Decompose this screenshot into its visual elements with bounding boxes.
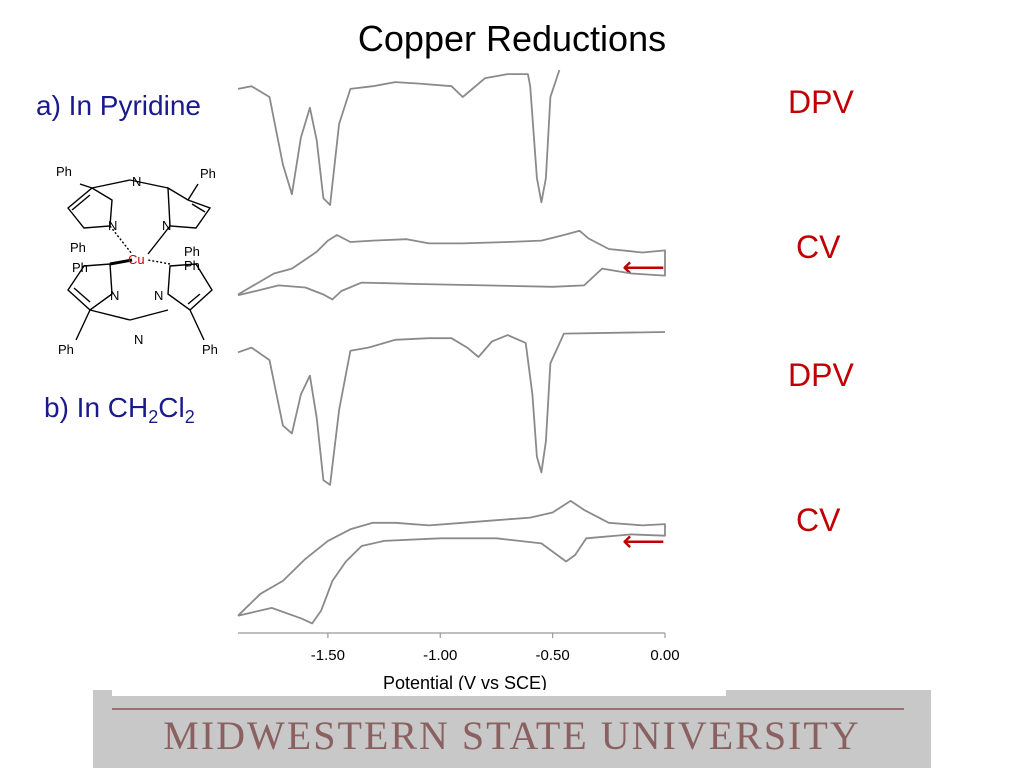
nitrogen-label: N [132, 174, 141, 189]
phenyl-label: Ph [70, 240, 86, 255]
phenyl-label: Ph [202, 342, 218, 357]
nitrogen-label: N [110, 288, 119, 303]
condition-label-pyridine: a) In Pyridine [36, 90, 201, 121]
cv-label-1: CV [796, 229, 841, 265]
nitrogen-label: N [134, 332, 143, 347]
x-tick-label: -1.50 [311, 647, 345, 664]
scan-direction-arrow-1: ⟵ [622, 251, 666, 284]
cond-b-mid: Cl [158, 392, 185, 423]
condition-label-dichloromethane: b) In CH2Cl2 [44, 392, 195, 428]
scan-direction-arrow-2: ⟵ [622, 525, 666, 558]
x-axis-title: Potential (V vs SCE) [382, 673, 548, 693]
phenyl-label: Ph [184, 258, 200, 273]
university-name: MIDWESTERN STATE UNIVERSITY [163, 713, 861, 758]
copper-label: Cu [128, 252, 145, 267]
x-tick-label: -1.00 [423, 647, 457, 664]
cond-b-prefix: b) In CH [44, 392, 149, 423]
nitrogen-label: N [108, 218, 117, 233]
cv-label-2: CV [796, 502, 841, 538]
footer-rule [112, 708, 904, 710]
dpv-label-1: DPV [788, 84, 854, 120]
phenyl-label: Ph [72, 260, 88, 275]
cond-b-sub1: 2 [148, 407, 159, 427]
phenyl-label: Ph [58, 342, 74, 357]
trace-dpv-pyridine [237, 69, 561, 206]
footer-notch [112, 690, 726, 696]
dpv-label-2: DPV [788, 357, 854, 393]
cond-b-sub2: 2 [184, 407, 195, 427]
footer-banner [93, 690, 931, 768]
nitrogen-label: N [162, 218, 171, 233]
voltammetry-chart: -1.50 -1.00 -0.50 0.00 [237, 69, 680, 664]
x-tick-label: 0.00 [650, 647, 679, 664]
trace-cv-dichloromethane [237, 500, 666, 625]
x-tick-label: -0.50 [536, 647, 570, 664]
phenyl-label: Ph [56, 164, 72, 179]
nitrogen-label: N [154, 288, 163, 303]
trace-dpv-dichloromethane [237, 331, 666, 486]
trace-cv-pyridine [237, 229, 666, 301]
phenyl-label: Ph [200, 166, 216, 181]
slide-title: Copper Reductions [357, 18, 667, 59]
phenyl-label: Ph [184, 244, 200, 259]
copper-complex-structure: Ph Ph N N N Ph Ph Ph Ph N N N Ph Ph Cu [56, 164, 218, 357]
